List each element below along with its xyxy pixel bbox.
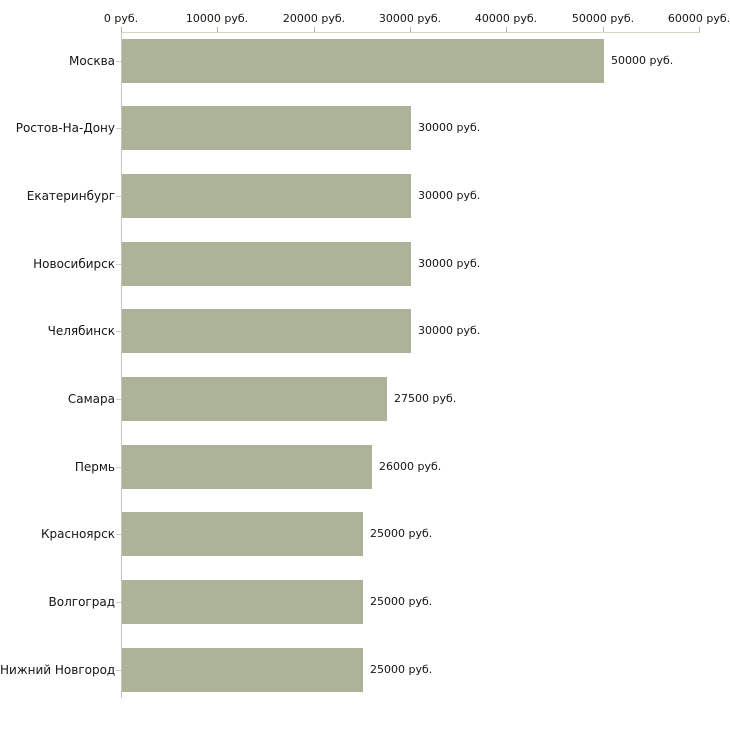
- category-label: Красноярск: [41, 527, 115, 541]
- y-tick-mark: [116, 61, 121, 62]
- y-tick-mark: [116, 264, 121, 265]
- x-tick-label: 0 руб.: [103, 12, 139, 25]
- y-tick-mark: [116, 670, 121, 671]
- x-tick-mark: [410, 27, 411, 32]
- category-label: Самара: [67, 392, 115, 406]
- x-tick-mark: [121, 27, 122, 32]
- bar-Екатеринбург: [122, 174, 411, 218]
- y-tick-mark: [116, 602, 121, 603]
- x-tick-mark: [603, 27, 604, 32]
- category-label: Волгоград: [48, 595, 115, 609]
- value-label: 30000 руб.: [418, 324, 481, 337]
- y-tick-mark: [116, 467, 121, 468]
- x-tick-mark: [314, 27, 315, 32]
- category-label: Новосибирск: [33, 257, 115, 271]
- value-label: 30000 руб.: [418, 121, 481, 134]
- y-tick-mark: [116, 128, 121, 129]
- y-tick-mark: [116, 399, 121, 400]
- bar-Челябинск: [122, 309, 411, 353]
- value-label: 30000 руб.: [418, 257, 481, 270]
- category-label: Ростов-На-Дону: [15, 121, 115, 135]
- x-tick-mark: [506, 27, 507, 32]
- x-tick-label: 50000 руб.: [571, 12, 635, 25]
- y-axis-line: [121, 32, 122, 698]
- x-tick-label: 40000 руб.: [474, 12, 538, 25]
- x-tick-label: 60000 руб.: [667, 12, 730, 25]
- bar-Новосибирск: [122, 242, 411, 286]
- value-label: 25000 руб.: [370, 663, 433, 676]
- y-tick-mark: [116, 534, 121, 535]
- category-label: Пермь: [74, 460, 115, 474]
- bar-Волгоград: [122, 580, 363, 624]
- category-label: Нижний Новгород: [0, 663, 116, 677]
- x-tick-mark: [217, 27, 218, 32]
- bar-Нижний Новгород: [122, 648, 363, 692]
- y-tick-mark: [116, 196, 121, 197]
- x-tick-label: 10000 руб.: [185, 12, 249, 25]
- bar-Красноярск: [122, 512, 363, 556]
- value-label: 25000 руб.: [370, 595, 433, 608]
- x-tick-mark: [699, 27, 700, 32]
- y-tick-mark: [116, 331, 121, 332]
- value-label: 26000 руб.: [379, 460, 442, 473]
- x-axis-line: [121, 32, 700, 33]
- bar-Москва: [122, 39, 604, 83]
- value-label: 27500 руб.: [394, 392, 457, 405]
- category-label: Челябинск: [47, 324, 115, 338]
- category-label: Екатеринбург: [26, 189, 115, 203]
- x-tick-label: 30000 руб.: [378, 12, 442, 25]
- category-label: Москва: [69, 54, 115, 68]
- value-label: 30000 руб.: [418, 189, 481, 202]
- bar-Пермь: [122, 445, 372, 489]
- value-label: 50000 руб.: [611, 54, 674, 67]
- bar-Самара: [122, 377, 387, 421]
- value-label: 25000 руб.: [370, 527, 433, 540]
- bar-Ростов-На-Дону: [122, 106, 411, 150]
- x-tick-label: 20000 руб.: [282, 12, 346, 25]
